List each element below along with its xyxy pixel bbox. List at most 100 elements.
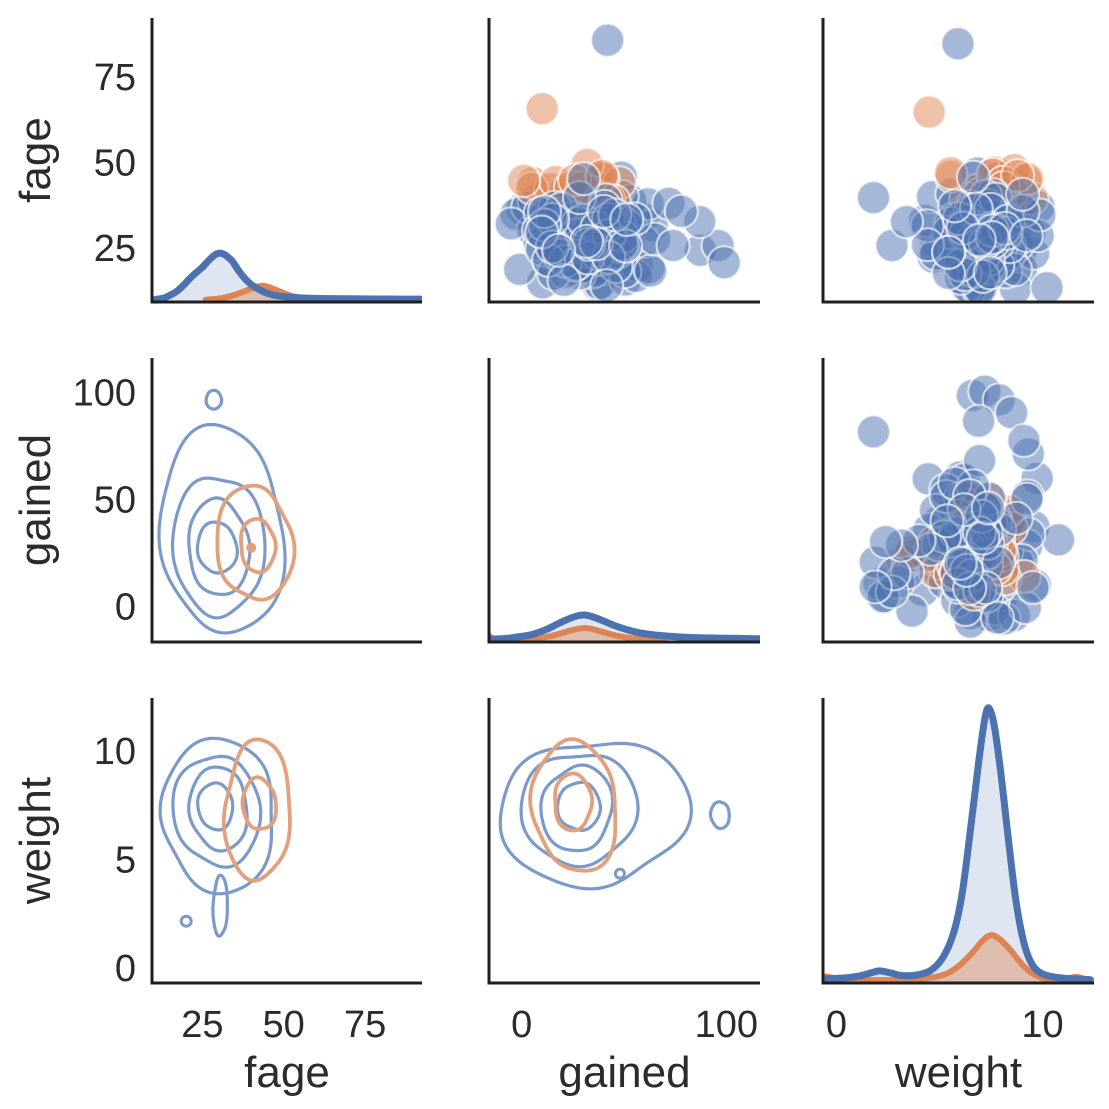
contour-ring-blue [519,753,640,869]
contour-dot-orange [246,542,257,553]
scatter-point-blue [1004,176,1041,212]
panel-weight-gained-scatter [821,358,1094,644]
scatter-point-blue [663,193,699,229]
scatter-point-blue [706,245,742,281]
scatter-point-blue [589,268,625,302]
scatter-point-blue [566,161,602,197]
tick-label-y-fage-75: 75 [94,57,136,99]
scatter-point-orange [524,91,560,127]
scatter-area [855,373,1077,640]
contour-ring-orange [221,737,292,883]
scatter-point-blue [855,414,892,450]
axis-label-y-weight: weight [11,777,60,905]
scatter-point-blue [888,204,925,240]
scatter-point-blue [1006,422,1042,459]
scatter-point-blue [1008,217,1044,254]
scatter-point-blue [936,188,973,224]
contour-dot-blue [179,914,193,928]
scatter-point-blue [867,524,904,560]
scatter-point-blue [655,227,691,264]
kde-area [489,611,760,643]
contour-ring-orange [528,737,618,873]
tick-label-x-weight-10: 10 [1021,1004,1063,1046]
contour-ring-orange [215,483,297,602]
tick-label-y-gained-0: 0 [115,587,136,629]
tick-label-y-fage-25: 25 [94,228,136,270]
axis-label-x-weight: weight [894,1048,1022,1097]
scatter-point-blue [855,180,892,216]
scatter-point-blue [929,503,965,539]
tick-label-x-fage-75: 75 [344,1004,386,1046]
axis-label-x-gained: gained [558,1048,690,1097]
tick-label-x-fage-50: 50 [263,1004,305,1046]
kde-area [152,249,422,303]
panel-fage-gained-contour: 0 50 100 [73,358,422,644]
scatter-point-blue [589,22,626,58]
contour-ring-blue [539,763,615,853]
tick-label-x-gained-100: 100 [695,1004,758,1046]
axis-label-y-gained: gained [11,434,60,566]
contour-ring-orange [239,516,278,575]
contour-ring-blue [498,741,693,891]
axis-label-y-fage: fage [11,117,60,203]
scatter-area [493,22,742,302]
contour-ring-blue [170,476,267,620]
scatter-point-blue [632,253,669,289]
contour-ring-blue [708,800,731,831]
contour-area [498,737,731,891]
scatter-point-blue [546,262,582,298]
kde-fill-blue [155,253,421,302]
contour-ring-orange [553,771,595,833]
contour-ring-blue [195,520,239,575]
panel-weight-fage-scatter [821,18,1094,304]
scatter-point-blue [609,201,645,238]
contour-ring-orange [240,775,278,831]
kde-line-blue [152,249,422,303]
scatter-point-blue [1040,522,1077,558]
panel-gained-gained-kde_diag [487,358,760,644]
scatter-point-orange [911,94,947,130]
tick-label-x-fage-25: 25 [181,1004,223,1046]
contour-ring-blue [555,780,602,832]
tick-label-x-weight-0: 0 [826,1004,847,1046]
scatter-point-blue [960,403,997,439]
scatter-point-blue [942,545,978,581]
panel-fage-fage-kde_diag: 25 50 75 [94,18,422,304]
contour-area [157,388,297,635]
scatter-point-blue [930,234,967,270]
tick-label-y-fage-50: 50 [94,142,136,184]
contour-ring-blue [158,736,273,896]
tick-label-y-weight-10: 10 [94,731,136,773]
scatter-area [855,26,1065,302]
contour-ring-blue [211,873,229,938]
scatter-point-orange [506,162,542,199]
kde-line-blue [823,704,1094,984]
panel-weight-weight-kde_diag: 0 10 [821,698,1094,1046]
contour-area [158,736,292,938]
axis-label-x-fage: fage [244,1048,330,1097]
kde-area [823,704,1094,984]
tick-label-x-gained-0: 0 [511,1004,532,1046]
scatter-point-blue [940,26,976,62]
scatter-point-blue [540,232,577,268]
tick-label-y-weight-5: 5 [115,840,136,882]
scatter-point-blue [961,222,997,258]
panel-fage-weight-contour: 0 5 10 25 50 75 [94,698,422,1046]
scatter-point-blue [1029,270,1065,302]
kde-fill-blue [826,707,1090,983]
scatter-point-blue [970,490,1006,526]
tick-label-y-gained-100: 100 [73,372,136,414]
scatter-point-blue [979,600,1016,636]
contour-dot-blue [613,867,626,880]
scatter-point-blue [972,255,1008,291]
tick-label-y-weight-0: 0 [115,948,136,990]
scatter-point-blue [955,159,992,195]
tick-label-y-gained-50: 50 [94,480,136,522]
contour-ring-blue [157,422,287,635]
scatter-point-blue [1015,569,1051,606]
scatter-point-blue [857,569,893,605]
panel-gained-weight-contour: 0 100 [487,698,760,1046]
kde-line-blue [489,611,760,643]
